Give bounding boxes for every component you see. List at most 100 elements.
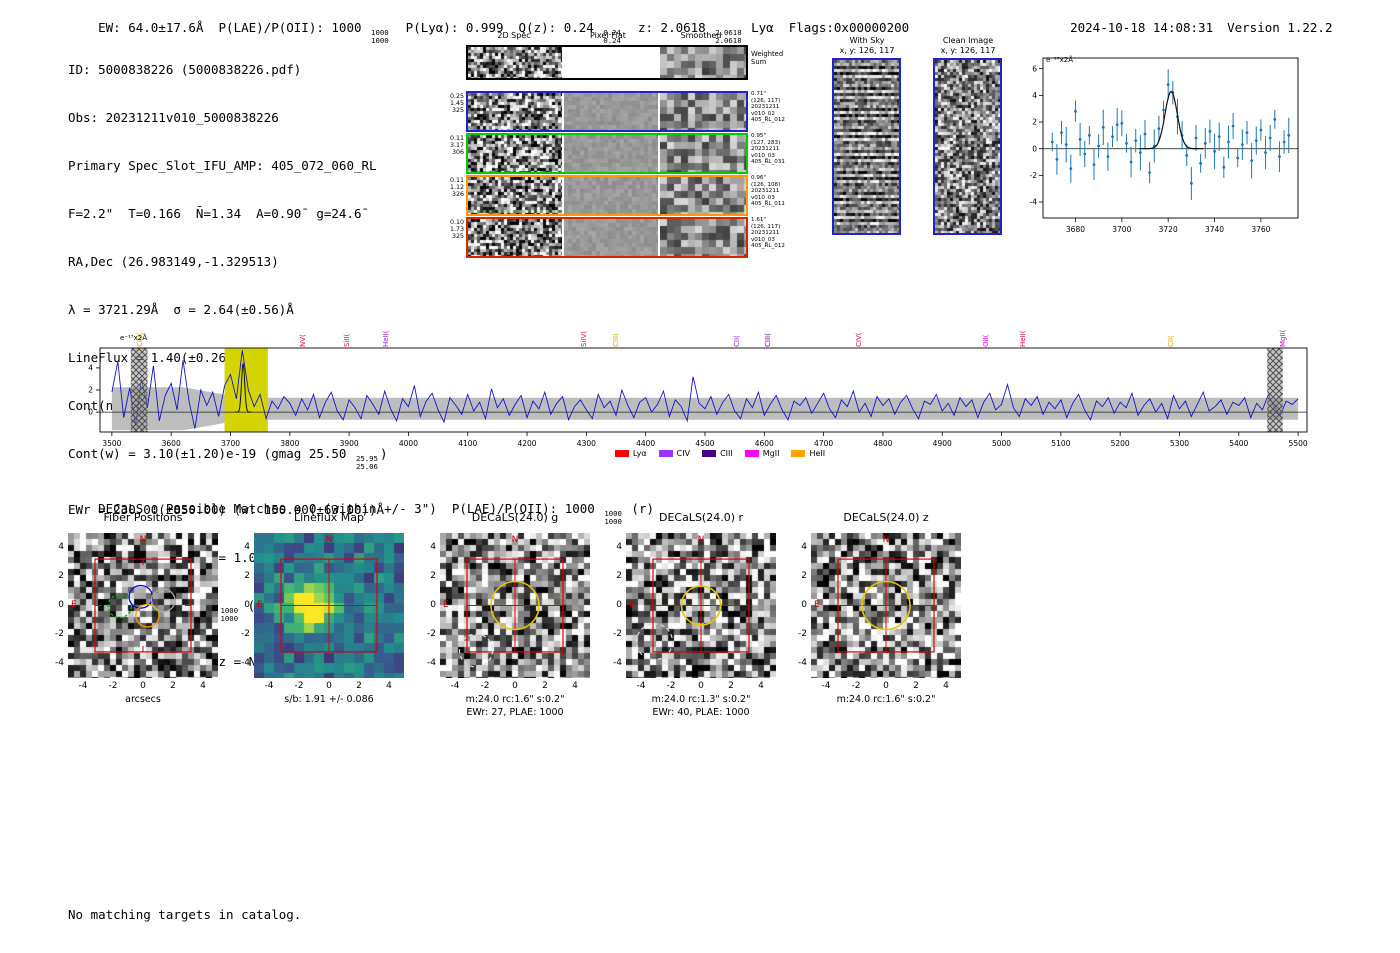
qz-fraction: 0.24 0.24 <box>603 28 621 45</box>
emission-line-label: NV( <box>298 334 307 347</box>
y-tick-label: -4 <box>798 657 807 668</box>
aperture-circle <box>490 580 540 631</box>
with-sky-image <box>832 58 901 235</box>
y-tick-label: -4 <box>427 657 436 668</box>
spec2d-image <box>468 93 562 130</box>
spec2d-image <box>468 219 562 256</box>
data-point <box>1050 140 1054 144</box>
x-tick-label: 0 <box>140 681 146 691</box>
y-tick-label: 2 <box>801 570 807 581</box>
y-tick-label: -2 <box>613 628 622 639</box>
info-seeing: F=2.2" T=0.166 N̄=1.34 A=0.90̄ g=24.6̄ <box>68 206 362 221</box>
spec2d-row-annotation: 1.61" (126, 117) 20231211 v010_03 405_RL… <box>751 217 785 250</box>
data-point <box>1157 127 1161 131</box>
masked-band-hatch <box>1267 348 1283 432</box>
y-tick-label: -2 <box>55 628 64 639</box>
x-tick-label: -4 <box>636 681 646 691</box>
pixelflat-image <box>564 219 658 256</box>
data-point <box>1203 141 1207 145</box>
legend-label: CIV <box>676 449 691 458</box>
info-ewr: EWr = 230.00(±850.00) (w: 150.00(±63.00)… <box>68 502 385 517</box>
tick-label: 2 <box>1032 118 1037 127</box>
y-tick-label: 0 <box>616 599 622 610</box>
legend-swatch <box>658 450 673 457</box>
gaussian-fit-curve <box>1138 90 1204 150</box>
x-tick-label: 2 <box>170 681 176 691</box>
data-point <box>1134 139 1138 143</box>
spectrum-line <box>111 350 1299 429</box>
tick-label: 3700 <box>221 439 240 448</box>
data-point <box>1264 151 1267 155</box>
compass-east: E <box>443 599 449 610</box>
y-tick-label: 0 <box>244 599 250 610</box>
data-point <box>1278 155 1281 159</box>
emission-line-label: MgII( <box>1279 329 1288 347</box>
tick-label: 4500 <box>695 439 714 448</box>
tick-label: 4600 <box>755 439 774 448</box>
tick-label: 6 <box>1032 64 1037 73</box>
spec2d-header-pixelflat: Pixel Flat <box>590 31 626 40</box>
data-point <box>1129 160 1133 164</box>
data-point <box>1199 161 1203 165</box>
spec2d-image <box>468 135 562 172</box>
tick-label: 4200 <box>517 439 536 448</box>
compass-east: E <box>257 599 263 610</box>
x-tick-label: 0 <box>698 681 704 691</box>
x-tick-label: 4 <box>200 681 206 691</box>
axis-label: arcsecs <box>125 694 161 705</box>
spec2d-row <box>466 175 748 216</box>
data-point <box>1097 144 1101 148</box>
zoom-plot-ylabel: e⁻¹⁷x2Å <box>1046 56 1073 64</box>
tick-label: 4 <box>1032 91 1037 100</box>
data-point <box>1125 141 1128 145</box>
tick-label: 3760 <box>1251 225 1270 234</box>
tick-label: 3500 <box>102 439 121 448</box>
emission-line-label: CIV( <box>855 332 864 347</box>
x-tick-label: 2 <box>542 681 548 691</box>
x-tick-label: -4 <box>450 681 460 691</box>
legend-swatch <box>744 450 759 457</box>
data-point <box>1287 133 1291 137</box>
data-point <box>1245 131 1249 135</box>
with-sky-coords: x, y: 126, 117 <box>839 46 895 55</box>
x-tick-label: -4 <box>78 681 88 691</box>
x-tick-label: -4 <box>821 681 831 691</box>
emission-line-label: CIII( <box>612 333 621 347</box>
x-tick-label: 4 <box>943 681 949 691</box>
data-point <box>1268 136 1272 140</box>
tick-label: 3740 <box>1205 225 1224 234</box>
spec2d-row-scale: 0.11 3.17 306 <box>449 135 464 157</box>
data-point <box>1055 157 1059 161</box>
data-point <box>1143 132 1147 136</box>
emission-line-label: SiII( <box>342 333 351 347</box>
data-point <box>1115 123 1119 127</box>
info-id: ID: 5000838226 (5000838226.pdf) <box>68 62 302 77</box>
data-point <box>1240 143 1244 147</box>
y-tick-label: 2 <box>616 570 622 581</box>
x-tick-label: 0 <box>512 681 518 691</box>
x-tick-label: -2 <box>666 681 676 691</box>
legend-swatch <box>614 450 629 457</box>
data-point <box>1185 153 1189 157</box>
with-sky-canvas <box>834 60 899 233</box>
data-point <box>1254 139 1258 143</box>
tick-label: 3600 <box>162 439 181 448</box>
legend-item: MgII <box>744 449 779 458</box>
y-tick-label: 4 <box>616 541 622 552</box>
clean-image-canvas <box>935 60 1000 233</box>
emission-line-label: CII( <box>733 335 742 347</box>
pixelflat-image <box>564 177 658 214</box>
info-primary-spec: Primary Spec_Slot_IFU_AMP: 405_072_060_R… <box>68 158 377 173</box>
data-point <box>1222 165 1226 169</box>
spec2d-header-smoothed: Smoothed <box>680 31 722 40</box>
tick-label: 5100 <box>1051 439 1070 448</box>
emission-line-label: HeII( <box>381 330 390 347</box>
main-plot-ylabel: e⁻¹⁷x2Å <box>120 334 147 342</box>
data-point <box>1208 129 1212 133</box>
plae-fraction: 1000 1000 <box>371 28 389 45</box>
header-stats-2: P(Lyα): 0.999 Q(z): 0.24 <box>390 20 602 35</box>
legend-swatch <box>791 450 806 457</box>
cutout-caption-2: EWr: 27, PLAE: 1000 <box>466 707 564 718</box>
tick-label: 3900 <box>340 439 359 448</box>
catalog-ghost-circle <box>635 623 674 661</box>
